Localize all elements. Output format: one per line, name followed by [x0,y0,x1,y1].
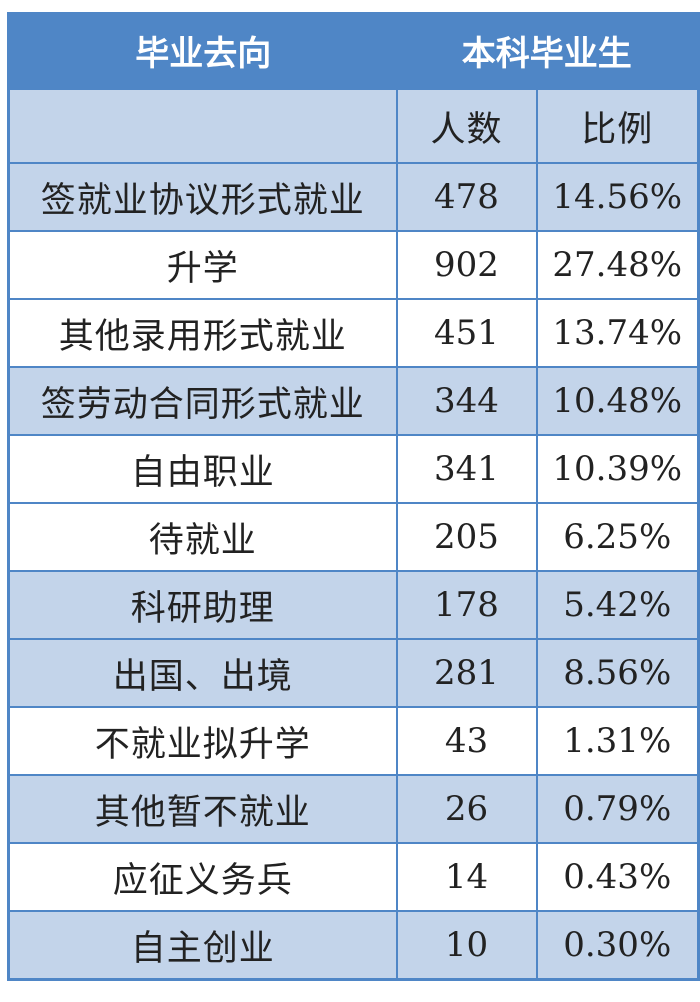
row-ratio: 1.31% [535,706,700,776]
table-row: 应征义务兵 14 0.43% [7,842,700,912]
table-row: 自由职业 341 10.39% [7,434,700,504]
row-ratio: 0.79% [535,774,700,844]
row-ratio: 13.74% [535,298,700,368]
row-count: 205 [395,502,538,572]
table-row: 其他录用形式就业 451 13.74% [7,298,700,368]
row-destination: 自由职业 [7,434,398,504]
row-destination: 升学 [7,230,398,300]
row-count: 344 [395,366,538,436]
row-count: 478 [395,162,538,232]
row-destination: 科研助理 [7,570,398,640]
subheader-empty-cell [7,88,398,164]
header-destination: 毕业去向 [8,12,397,89]
row-count: 902 [395,230,538,300]
row-count: 43 [395,706,538,776]
row-ratio: 6.25% [535,502,700,572]
row-destination: 出国、出境 [7,638,398,708]
row-count: 281 [395,638,538,708]
row-destination: 其他录用形式就业 [7,298,398,368]
table-row: 签劳动合同形式就业 344 10.48% [7,366,700,436]
row-ratio: 10.48% [535,366,700,436]
table-row: 科研助理 178 5.42% [7,570,700,640]
row-ratio: 0.43% [535,842,700,912]
table-row: 不就业拟升学 43 1.31% [7,706,700,776]
table-row: 其他暂不就业 26 0.79% [7,774,700,844]
subheader-ratio: 比例 [535,88,700,164]
row-count: 341 [395,434,538,504]
table-row: 自主创业 10 0.30% [7,910,700,981]
row-ratio: 14.56% [535,162,700,232]
row-destination: 签劳动合同形式就业 [7,366,398,436]
row-destination: 其他暂不就业 [7,774,398,844]
employment-table: 毕业去向 本科毕业生 人数 比例 签就业协议形式就业 478 14.56% 升学… [7,12,700,981]
row-destination: 不就业拟升学 [7,706,398,776]
row-ratio: 27.48% [535,230,700,300]
table-header-row: 毕业去向 本科毕业生 [8,12,699,89]
subheader-count: 人数 [395,88,538,164]
row-destination: 应征义务兵 [7,842,398,912]
row-count: 10 [395,910,538,981]
row-count: 14 [395,842,538,912]
row-ratio: 8.56% [535,638,700,708]
row-destination: 自主创业 [7,910,398,981]
table-row: 升学 902 27.48% [7,230,700,300]
table-subheader-row: 人数 比例 [7,88,700,164]
row-count: 451 [395,298,538,368]
table-row: 待就业 205 6.25% [7,502,700,572]
header-undergraduates: 本科毕业生 [396,12,699,89]
row-destination: 待就业 [7,502,398,572]
row-ratio: 5.42% [535,570,700,640]
table-row: 签就业协议形式就业 478 14.56% [7,162,700,232]
row-ratio: 10.39% [535,434,700,504]
row-ratio: 0.30% [535,910,700,981]
row-count: 26 [395,774,538,844]
row-count: 178 [395,570,538,640]
row-destination: 签就业协议形式就业 [7,162,398,232]
table-row: 出国、出境 281 8.56% [7,638,700,708]
